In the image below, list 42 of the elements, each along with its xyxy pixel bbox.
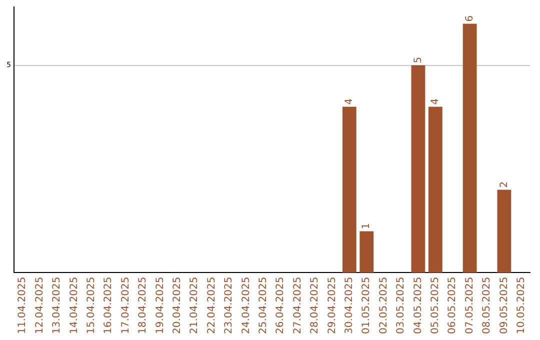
x-tick-label: 14.04.2025 xyxy=(68,276,80,334)
x-tick-label: 13.04.2025 xyxy=(52,276,63,334)
bar xyxy=(428,106,442,273)
x-tick-label: 09.05.2025 xyxy=(498,276,510,334)
data-label: 1 xyxy=(361,222,372,230)
bar xyxy=(497,190,512,273)
x-tick-label: 30.04.2025 xyxy=(344,276,355,334)
bar xyxy=(342,106,356,273)
x-tick-label: 27.04.2025 xyxy=(292,276,304,334)
x-tick-label: 15.04.2025 xyxy=(86,276,97,334)
x-tick-label: 08.05.2025 xyxy=(482,276,493,334)
x-tick-label: 10.05.2025 xyxy=(516,276,527,334)
x-tick-label: 26.04.2025 xyxy=(275,276,286,334)
x-tick-label: 25.04.2025 xyxy=(258,276,269,334)
x-tick-label: 02.05.2025 xyxy=(378,276,390,334)
x-tick-label: 07.05.2025 xyxy=(464,276,476,334)
x-tick-label: 05.05.2025 xyxy=(430,276,441,334)
x-tick-label: 28.04.2025 xyxy=(310,276,321,334)
x-tick-label: 16.04.2025 xyxy=(103,276,114,334)
x-tick-label: 04.05.2025 xyxy=(412,276,424,334)
x-tick-label: 21.04.2025 xyxy=(189,276,200,334)
x-tick-label: 17.04.2025 xyxy=(120,276,132,334)
data-label: 2 xyxy=(498,181,510,188)
x-tick-label: 01.05.2025 xyxy=(361,276,372,334)
x-tick-label: 20.04.2025 xyxy=(172,276,183,334)
x-tick-label: 06.05.2025 xyxy=(447,276,458,334)
x-tick-label: 22.04.2025 xyxy=(206,276,218,334)
x-tick-label: 11.04.2025 xyxy=(17,276,28,334)
x-tick-label: 29.04.2025 xyxy=(326,276,338,334)
x-tick-label: 19.04.2025 xyxy=(154,276,166,334)
x-tick-label: 24.04.2025 xyxy=(240,276,252,334)
bar xyxy=(462,24,477,273)
bar xyxy=(411,65,426,273)
x-tick-label: 12.04.2025 xyxy=(34,276,46,334)
bar xyxy=(360,231,374,273)
data-label: 4 xyxy=(430,98,441,105)
x-tick-label: 03.05.2025 xyxy=(396,276,407,334)
x-tick-label: 18.04.2025 xyxy=(138,276,149,334)
data-label: 4 xyxy=(344,98,355,105)
x-tick-label: 23.04.2025 xyxy=(224,276,235,334)
data-label: 5 xyxy=(412,56,424,64)
data-label: 6 xyxy=(464,15,476,22)
